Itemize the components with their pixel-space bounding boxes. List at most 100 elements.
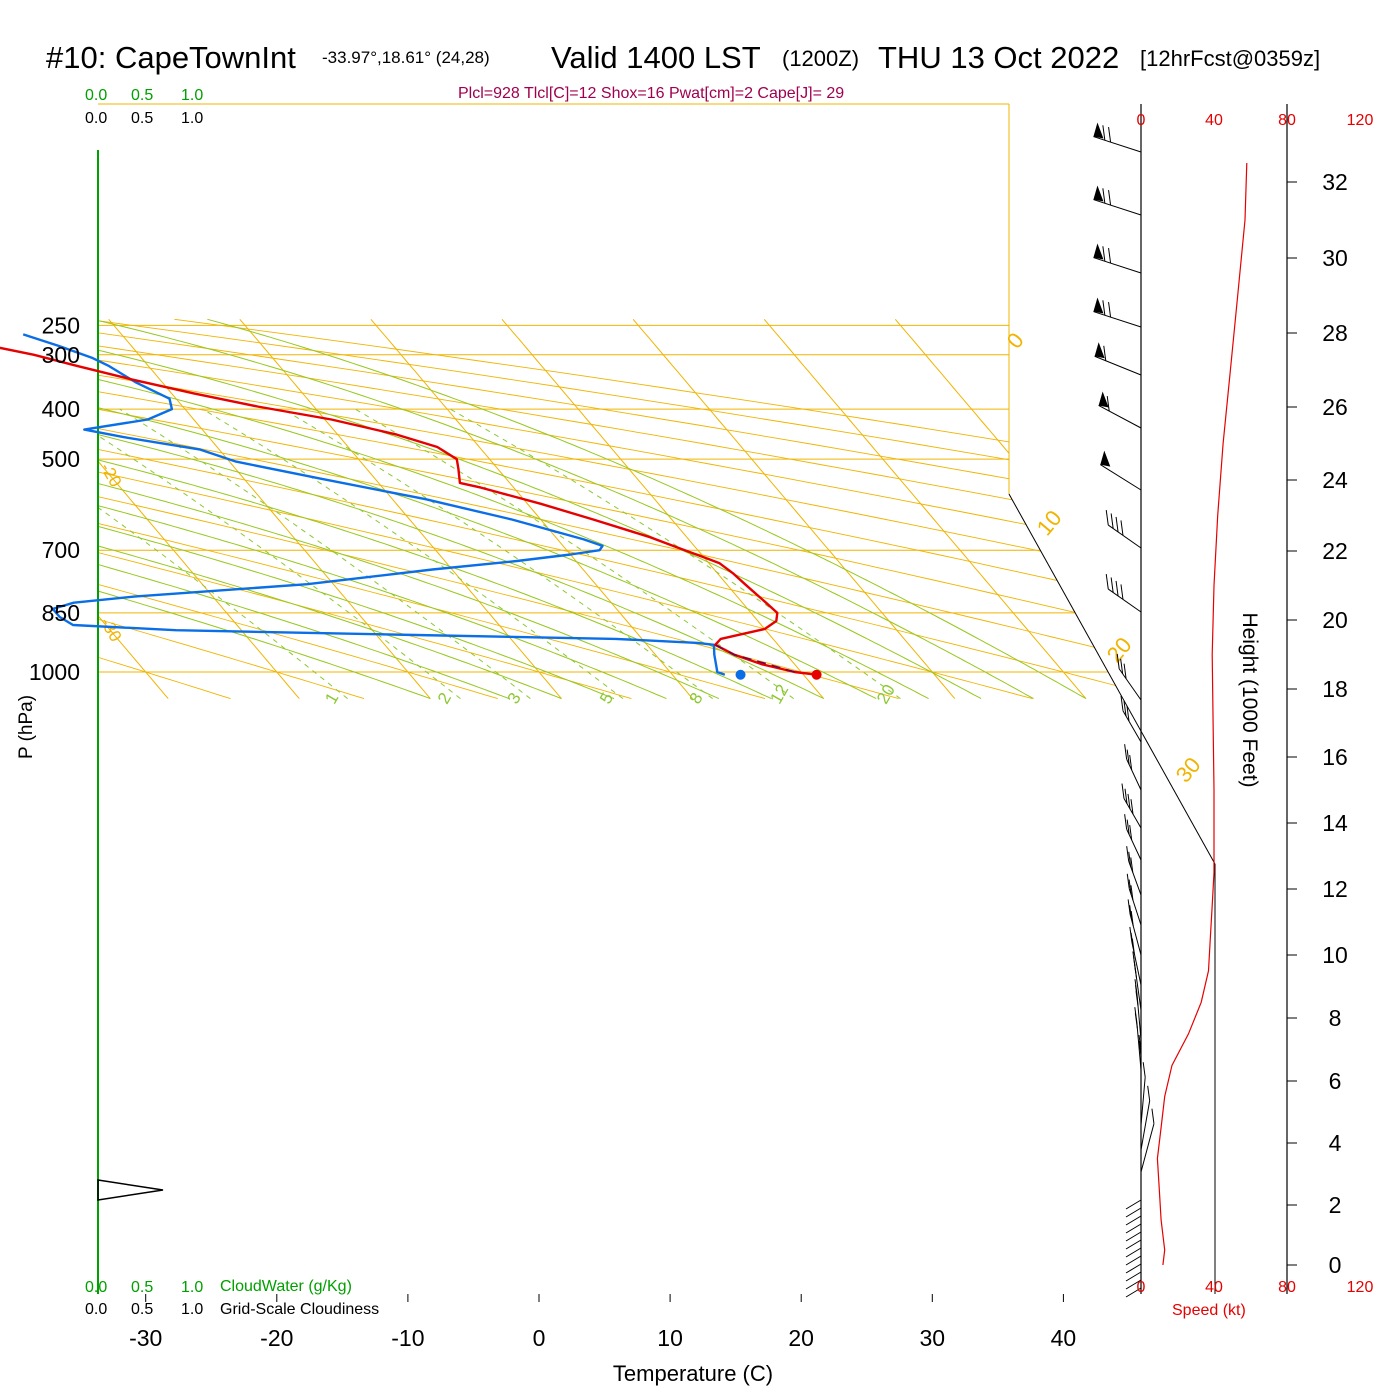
moist-adiabat-line [98,318,772,700]
wind-barb-staff [1125,1215,1142,1226]
isotherm-line [501,318,825,699]
wind-barb-feather [1126,706,1130,722]
cloudiness-tick-0: 0.0 [85,110,107,127]
moist-adiabat-line [98,318,510,700]
dry-adiabat-line [0,319,97,698]
wind-barb-feather [1126,749,1130,765]
utc-time: (1200Z) [782,46,859,71]
wind-barb-feather [1129,905,1133,921]
temperature-tick-label: -30 [129,1325,162,1351]
wind-barb-staff [1107,588,1142,613]
wind-barb-staff [1107,524,1142,549]
surface-dewpoint-marker [735,669,746,680]
isotherm-line [98,318,169,699]
wind-barb-feather [1102,188,1106,204]
wind-barb-feather [1115,580,1119,597]
height-tick-label: 28 [1322,320,1348,346]
speed-tick-top: 0 [1137,112,1146,129]
sounding-parameters: Plcl=928 Tlcl[C]=12 Shox=16 Pwat[cm]=2 C… [458,85,844,102]
y-axis-label: P (hPa) [16,695,37,759]
height-tick-label: 30 [1322,245,1348,271]
moist-adiabat-line [98,318,877,700]
speed-tick-bottom: 80 [1278,1279,1296,1296]
height-tick-label: 22 [1322,538,1348,564]
height-tick-label: 20 [1322,607,1348,633]
temperature-tick-label: 40 [1051,1325,1077,1351]
moist-adiabat-line [98,318,929,700]
mixing-ratio-label: 12 [766,681,792,707]
wind-barb-staff [1125,1287,1142,1298]
cloudwater-bottom-tick-0: 0.0 [85,1279,107,1296]
isotherm-line [98,318,300,699]
wind-barb-staff [1093,199,1142,216]
cloudwater-bottom-tick-2: 1.0 [181,1279,203,1296]
mixing-ratio-line [282,408,713,700]
wind-barb-staff [1093,311,1142,328]
speed-tick-top: 40 [1205,112,1223,129]
x-axis-label: Temperature (C) [613,1361,773,1386]
wind-barb-feather [1131,938,1135,954]
wind-barb-feather [1124,788,1128,804]
wind-barb-feather [1128,879,1132,895]
dry-adiabat-line [98,318,1215,700]
height-tick-label: 0 [1329,1252,1342,1278]
wind-barb-feather [1130,910,1134,927]
station-title: #10: CapeTownInt [46,40,296,75]
wind-speed-line [1156,162,1248,1266]
moist-adiabat-label: 30 [1171,752,1206,787]
wind-barb-feather [1138,1040,1142,1057]
height-tick-label: 18 [1322,676,1348,702]
wind-barb-feather [1134,1013,1138,1029]
mixing-ratio-line [449,408,901,700]
wind-barb-staff [1094,355,1142,376]
isotherm-line [763,318,1087,699]
temperature-tick-label: -10 [391,1325,424,1351]
dry-adiabat-line [98,318,899,700]
pressure-tick-label: 400 [42,396,80,422]
pressure-tick-label: 700 [42,537,80,563]
mixing-ratio-line [202,408,624,700]
wind-barb-feather [1129,754,1133,771]
height-tick-label: 6 [1329,1068,1342,1094]
height-tick-label: 24 [1322,467,1348,493]
wind-barb-flag [1098,391,1109,408]
dry-adiabat-line [98,318,1215,700]
cloudwater-scale-top: 0.0 0.5 1.0 0.0 0.5 1.0 [85,87,203,127]
surface-temperature-marker [811,669,822,680]
cloudwater-scale-bottom: 0.0 0.5 1.0 CloudWater (g/Kg) 0.0 0.5 1.… [85,1278,379,1318]
cloudiness-tick-1: 0.5 [131,110,153,127]
wind-barb-staff [1125,1279,1142,1290]
cloudiness-bottom-tick-1: 0.5 [131,1301,153,1318]
wind-barb-feather [1102,300,1106,316]
wind-barb-feather [1120,584,1124,600]
wind-barb-feather [1110,577,1114,593]
wind-barb-feather [1105,509,1109,526]
wind-barb-staff [1118,668,1142,701]
wind-barb-flag [1094,342,1105,359]
height-tick-label: 16 [1322,744,1348,770]
moist-adiabat-label: 10 [1032,505,1067,540]
wind-barb-feather [1105,573,1109,590]
wind-barb-staff [1125,1255,1142,1266]
pressure-tick-label: 850 [42,600,80,626]
wind-barb-feather [1106,396,1110,412]
cloudiness-bottom-tick-0: 0.0 [85,1301,107,1318]
pressure-tick-label: 250 [42,312,80,338]
wind-barb-feather [1124,814,1128,830]
dry-adiabat-line [98,318,1215,700]
cloudiness-label: Grid-Scale Cloudiness [220,1301,379,1318]
temperature-line [0,346,817,676]
valid-time: Valid 1400 LST [551,40,761,75]
wind-barb-staff [1125,1247,1142,1258]
moist-adiabat-label: 0 [1002,328,1029,353]
wind-barb-staff [1100,464,1142,491]
wind-barb-feather [1126,819,1130,835]
wind-barb-feather [1142,1062,1146,1078]
wind-barb-staff [1093,257,1142,274]
moist-adiabat-line [98,318,562,700]
temperature-tick-label: 30 [920,1325,946,1351]
speed-tick-top: 80 [1278,112,1296,129]
speed-tick-bottom: 120 [1347,1279,1374,1296]
wind-barb-feather [1120,695,1124,711]
